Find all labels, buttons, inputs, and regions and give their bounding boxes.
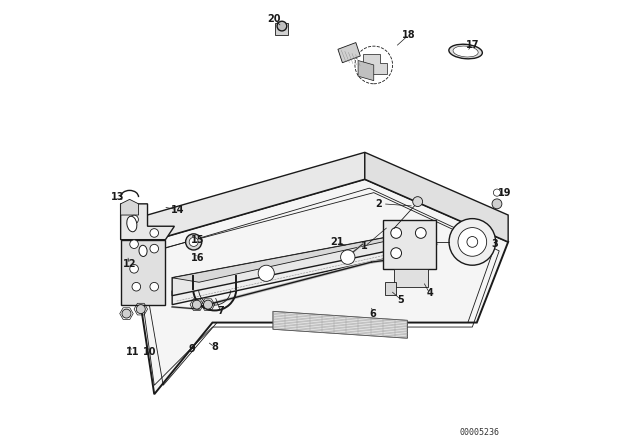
Circle shape [458,228,486,256]
Text: 17: 17 [465,40,479,50]
Polygon shape [132,152,365,246]
Circle shape [150,282,159,291]
Text: 7: 7 [217,306,224,316]
Circle shape [467,237,477,247]
Circle shape [130,264,138,273]
Circle shape [493,189,500,196]
Text: 10: 10 [143,347,157,357]
Circle shape [258,265,275,281]
Text: 16: 16 [191,253,205,263]
Text: 8: 8 [211,342,218,352]
Circle shape [355,46,392,84]
Text: 1: 1 [362,241,368,251]
Circle shape [130,240,138,249]
Text: 14: 14 [171,205,184,215]
Text: 12: 12 [123,259,136,269]
Text: 3: 3 [492,239,498,249]
Ellipse shape [453,46,478,57]
Text: 13: 13 [111,192,124,202]
Polygon shape [132,179,508,394]
Text: 20: 20 [268,14,281,24]
Circle shape [130,215,138,224]
Circle shape [193,300,201,309]
Circle shape [150,244,159,253]
Text: 15: 15 [191,235,205,245]
Polygon shape [358,60,374,81]
Circle shape [277,21,287,31]
Polygon shape [121,204,174,240]
Circle shape [204,300,212,309]
Circle shape [415,228,426,238]
Circle shape [186,234,202,250]
Circle shape [391,228,401,238]
Ellipse shape [139,246,147,256]
Text: 6: 6 [369,309,376,319]
Polygon shape [121,199,139,215]
Polygon shape [121,240,165,305]
Circle shape [413,197,422,207]
Circle shape [449,219,495,265]
Circle shape [340,250,355,264]
Text: 4: 4 [426,289,433,298]
Circle shape [136,305,145,314]
Circle shape [150,228,159,237]
Polygon shape [362,54,387,74]
Circle shape [492,199,502,209]
Polygon shape [385,282,396,295]
Ellipse shape [127,216,137,232]
Text: 19: 19 [498,188,511,198]
Polygon shape [394,269,428,287]
Text: 18: 18 [402,30,415,40]
Polygon shape [365,152,508,242]
Ellipse shape [449,44,483,59]
Polygon shape [181,237,401,298]
Text: 5: 5 [397,295,404,305]
Polygon shape [275,23,289,35]
Circle shape [122,309,131,318]
Circle shape [189,237,198,246]
Text: 11: 11 [126,347,140,357]
Text: 9: 9 [189,345,196,354]
Polygon shape [172,244,401,305]
Circle shape [391,248,401,258]
Polygon shape [273,311,407,338]
Polygon shape [338,43,360,63]
Polygon shape [172,233,423,282]
Circle shape [132,282,141,291]
Polygon shape [383,220,436,269]
Polygon shape [172,233,410,296]
Text: 2: 2 [375,199,381,209]
Text: 00005236: 00005236 [459,428,499,437]
Text: 21: 21 [330,237,344,247]
